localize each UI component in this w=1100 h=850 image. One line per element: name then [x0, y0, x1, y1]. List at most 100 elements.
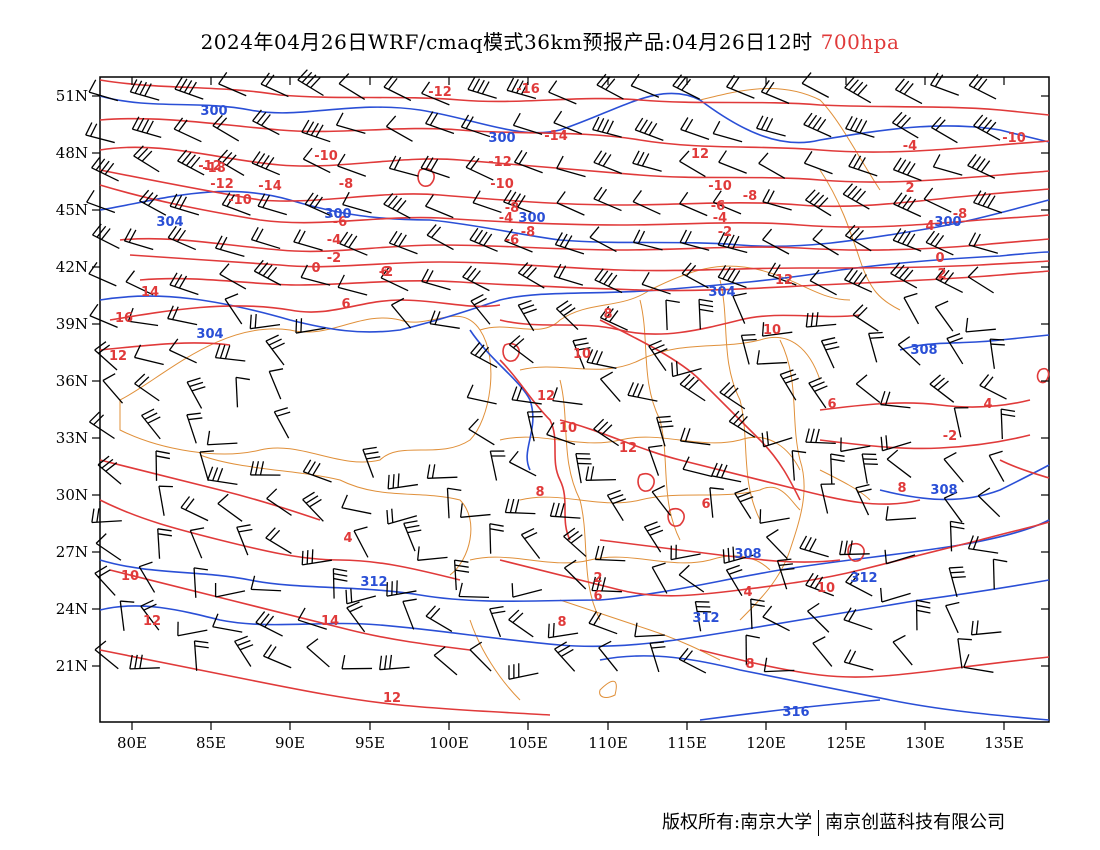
- wind-barb: [186, 377, 206, 409]
- temperature-contour: [99, 146, 1050, 183]
- wind-barb: [511, 583, 543, 598]
- wind-barb: [649, 641, 666, 673]
- wind-barb: [173, 117, 202, 143]
- wind-barb: [425, 605, 453, 632]
- wind-barb: [266, 488, 292, 516]
- temperature-contour: [139, 270, 1050, 292]
- wind-barb: [94, 565, 116, 596]
- wind-barb: [468, 418, 495, 446]
- height-label: 304: [196, 327, 223, 342]
- wind-barb: [767, 262, 797, 286]
- wind-barb: [251, 151, 280, 176]
- wind-barb: [520, 527, 541, 559]
- temperature-label: -8: [953, 207, 967, 222]
- wind-barb: [808, 377, 828, 409]
- wind-barb: [91, 508, 122, 524]
- wind-barb: [805, 428, 836, 445]
- wind-barb: [750, 598, 765, 630]
- wind-barb: [844, 224, 872, 252]
- temperature-label: -4: [327, 233, 341, 248]
- wind-barb: [86, 189, 116, 214]
- wind-barb: [761, 322, 793, 337]
- wind-barb: [472, 190, 502, 214]
- lat-tick-label: 51N: [56, 87, 88, 105]
- wind-barb: [489, 450, 506, 481]
- temperature-contour: [599, 319, 801, 501]
- lat-tick-label: 30N: [56, 486, 88, 504]
- wind-barb: [845, 570, 873, 597]
- wind-barb: [426, 224, 454, 251]
- wind-barb: [973, 190, 1003, 214]
- wind-barb: [931, 116, 958, 144]
- wind-barb: [217, 493, 243, 522]
- wind-barb: [235, 376, 250, 408]
- height-contour: [99, 190, 1050, 248]
- wind-barb: [123, 228, 154, 251]
- wind-barb: [467, 76, 497, 99]
- wind-barb: [935, 267, 963, 294]
- wind-barb: [453, 559, 470, 591]
- wind-barb: [212, 114, 240, 142]
- height-label: 316: [782, 705, 809, 720]
- wind-barb: [257, 193, 287, 216]
- wind-barb: [489, 523, 504, 554]
- title-main: 2024年04月26日WRF/cmaq模式36km预报产品:04月26日12时: [200, 30, 813, 54]
- temperature-contour: [417, 167, 435, 187]
- wind-barb: [167, 225, 197, 251]
- wind-barb: [893, 192, 922, 218]
- wind-barb: [295, 318, 326, 334]
- wind-barb: [766, 529, 788, 560]
- wind-barb: [884, 549, 916, 565]
- wind-barb: [719, 381, 746, 410]
- wind-barb: [929, 374, 955, 403]
- wind-barb: [915, 599, 931, 631]
- wind-barb: [593, 150, 623, 175]
- wind-barb: [555, 300, 579, 331]
- footer-divider: [818, 810, 820, 836]
- wind-barb: [855, 374, 881, 404]
- temperature-label: -6: [711, 199, 725, 214]
- boundary-line: [499, 436, 801, 471]
- temperature-label: 6: [380, 265, 389, 280]
- wind-barb: [260, 72, 289, 98]
- wind-barb: [119, 600, 135, 631]
- height-contour: [699, 699, 881, 721]
- wind-barb: [425, 111, 455, 135]
- wind-barb: [805, 189, 832, 217]
- wind-barb: [421, 81, 450, 106]
- wind-barb: [513, 150, 543, 174]
- height-label: 308: [930, 483, 957, 498]
- wind-barb: [504, 498, 536, 515]
- wind-barb: [717, 264, 747, 289]
- wind-barb: [890, 262, 918, 289]
- temperature-label: 12: [619, 441, 637, 456]
- temperature-contour: [99, 649, 551, 716]
- wind-barb: [763, 657, 795, 673]
- wind-barb: [214, 582, 246, 598]
- wind-barb: [762, 189, 792, 211]
- wind-barb: [85, 122, 115, 144]
- wind-barb: [934, 300, 954, 332]
- wind-barb: [680, 117, 710, 141]
- temperature-contour: [819, 399, 1031, 411]
- temperature-contour: [1036, 367, 1050, 384]
- wind-barb: [925, 230, 954, 256]
- wind-barb: [761, 431, 793, 448]
- temperature-label: 6: [341, 297, 350, 312]
- wind-barb: [460, 114, 491, 138]
- wind-barb: [252, 109, 280, 136]
- wind-barb: [554, 641, 576, 672]
- wind-barb: [134, 373, 160, 402]
- wind-barb: [892, 157, 922, 182]
- wind-barb: [131, 116, 162, 139]
- lat-tick-label: 33N: [56, 429, 88, 447]
- wind-barb: [844, 76, 872, 104]
- wind-barb: [805, 572, 835, 597]
- wind-barb: [672, 74, 700, 100]
- temperature-contour: [559, 419, 921, 505]
- height-contour: [99, 92, 1050, 144]
- wind-barbs: [85, 69, 1016, 680]
- wind-barb: [886, 449, 912, 478]
- wind-barb: [891, 111, 919, 139]
- height-label: 308: [910, 343, 937, 358]
